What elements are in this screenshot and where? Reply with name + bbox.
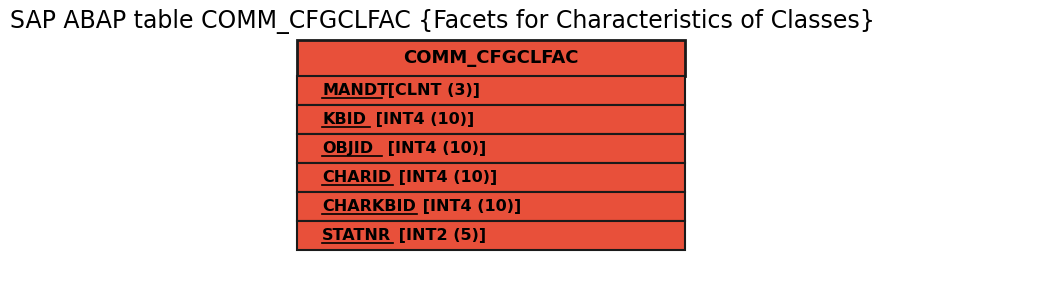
Text: [INT2 (5)]: [INT2 (5)] — [393, 228, 486, 243]
Text: CHARID: CHARID — [322, 170, 392, 185]
Text: [INT4 (10)]: [INT4 (10)] — [393, 170, 498, 185]
Text: COMM_CFGCLFAC: COMM_CFGCLFAC — [403, 49, 578, 67]
FancyBboxPatch shape — [297, 40, 684, 76]
Text: OBJID: OBJID — [322, 141, 373, 156]
FancyBboxPatch shape — [297, 134, 684, 163]
Text: SAP ABAP table COMM_CFGCLFAC {Facets for Characteristics of Classes}: SAP ABAP table COMM_CFGCLFAC {Facets for… — [11, 9, 875, 34]
Text: [CLNT (3)]: [CLNT (3)] — [381, 83, 480, 98]
Text: MANDT: MANDT — [322, 83, 389, 98]
FancyBboxPatch shape — [297, 105, 684, 134]
Text: [INT4 (10)]: [INT4 (10)] — [381, 141, 486, 156]
Text: [INT4 (10)]: [INT4 (10)] — [370, 112, 473, 127]
FancyBboxPatch shape — [297, 192, 684, 221]
FancyBboxPatch shape — [297, 163, 684, 192]
Text: KBID: KBID — [322, 112, 366, 127]
Text: CHARKBID: CHARKBID — [322, 199, 416, 214]
FancyBboxPatch shape — [297, 76, 684, 105]
Text: [INT4 (10)]: [INT4 (10)] — [417, 199, 521, 214]
FancyBboxPatch shape — [297, 221, 684, 250]
Text: STATNR: STATNR — [322, 228, 391, 243]
